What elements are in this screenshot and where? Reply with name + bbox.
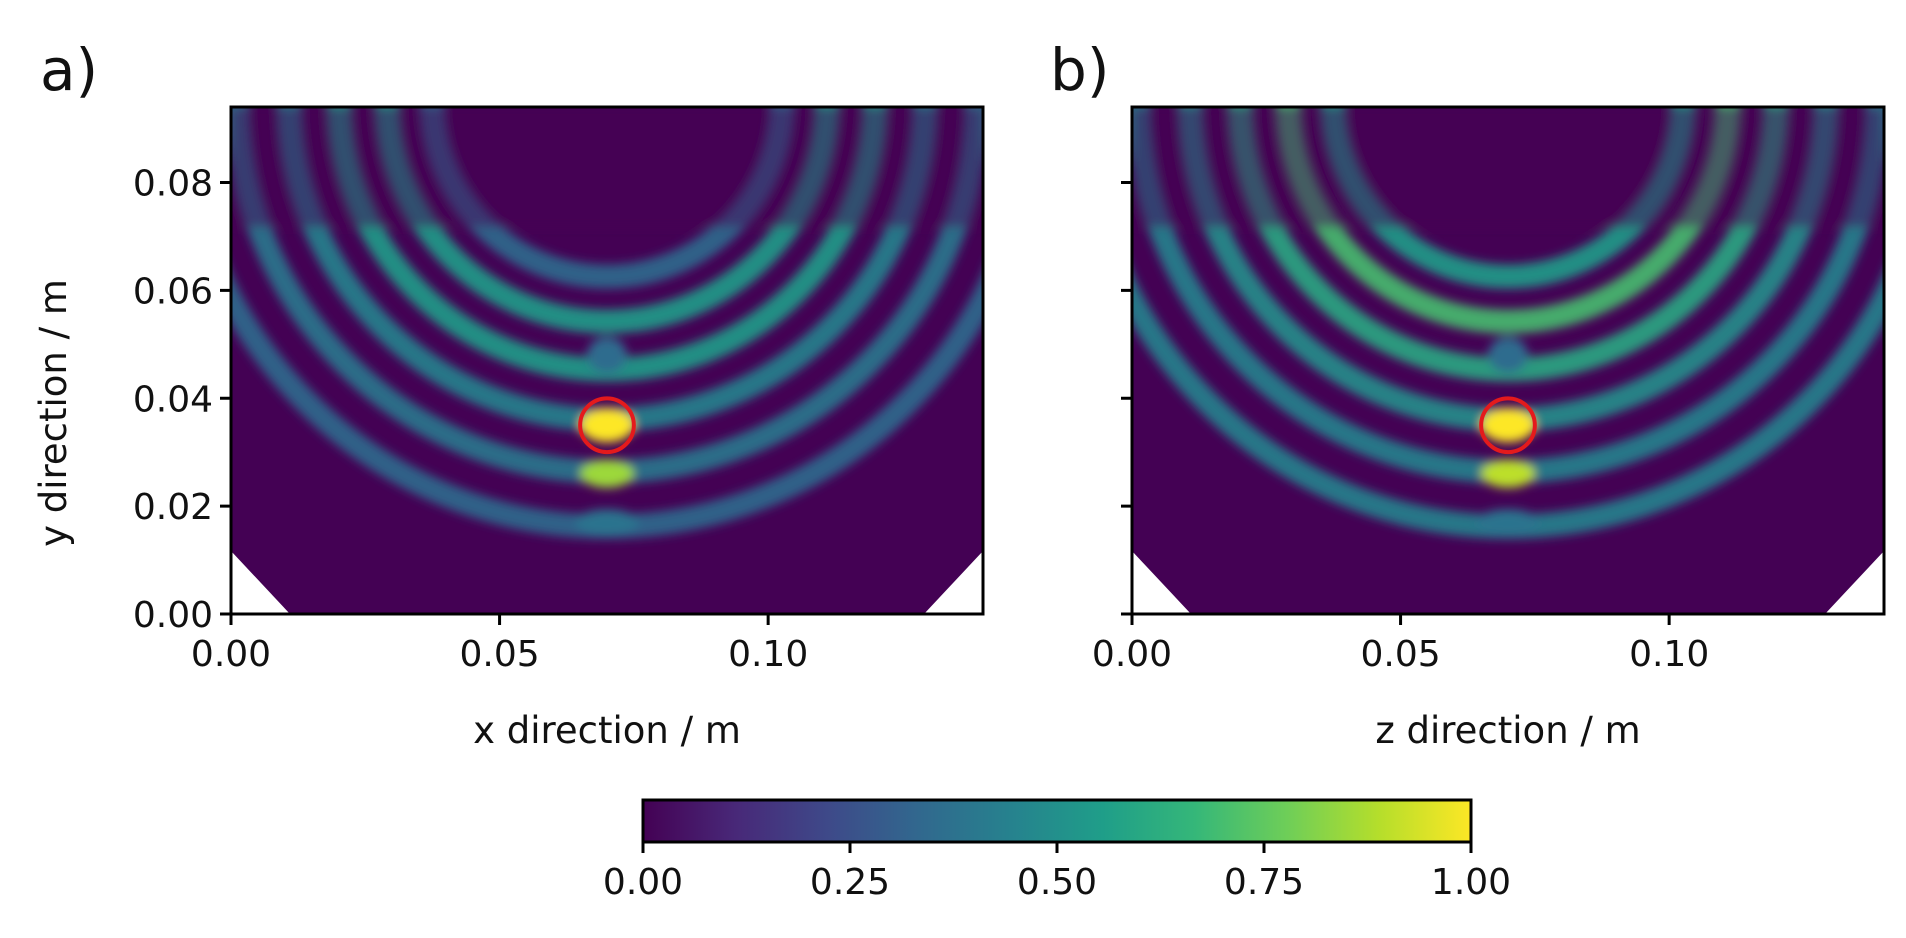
x-axis-ticks: 0.00 0.05 0.10: [1092, 614, 1709, 675]
x-axis-label: z direction / m: [1375, 709, 1640, 752]
panel-label-b: b): [1050, 36, 1109, 104]
target-circle: [1479, 396, 1537, 455]
uncovered-corner-right: [1825, 551, 1884, 614]
colorbar-tick-label: 0.00: [603, 862, 683, 903]
x-axis-ticks: 0.00 0.05 0.10: [191, 614, 808, 675]
x-tick-label: 0.05: [1360, 634, 1440, 675]
colorbar-tick-label: 0.75: [1224, 862, 1304, 903]
y-tick-label: 0.06: [133, 271, 213, 312]
y-tick-label: 0.02: [133, 487, 213, 528]
y-axis-ticks: [1121, 181, 1132, 616]
uncovered-corner-left: [231, 551, 290, 614]
main-lobe: [1481, 459, 1535, 488]
plot-frame: [229, 105, 985, 616]
y-tick-label: 0.00: [133, 595, 213, 636]
main-lobe: [580, 408, 634, 443]
colorbar-tick-label: 1.00: [1431, 862, 1511, 903]
main-lobe: [1476, 509, 1540, 536]
uncovered-corner-right: [924, 551, 983, 614]
side-lobe-arc: [375, 107, 839, 334]
x-tick-label: 0.05: [459, 634, 539, 675]
target-circle: [578, 396, 636, 455]
side-lobe-arc: [420, 107, 794, 289]
y-tick-label: 0.08: [133, 164, 213, 205]
heatmap-field: [231, 107, 983, 539]
colorbar-ticks: 0.00 0.25 0.50 0.75 1.00: [603, 842, 1511, 903]
x-tick-label: 0.10: [728, 634, 808, 675]
main-lobe: [1488, 337, 1528, 374]
fade-overlay: [1132, 107, 1884, 227]
x-axis-label: x direction / m: [473, 709, 741, 752]
plot-frame: [1130, 105, 1886, 616]
heatmap-panel-b: 0.00 0.05 0.10 z direction / m: [1092, 105, 1886, 752]
y-tick-label: 0.04: [133, 379, 213, 420]
fade-overlay: [231, 107, 983, 227]
heatmap-panel-a: 0.00 0.05 0.10 0.00 0.02 0.04 0.06 0.08 x dire…: [32, 105, 985, 752]
side-lobe-arc: [1321, 107, 1695, 289]
colorbar: 0.00 0.25 0.50 0.75 1.00: [603, 798, 1511, 903]
x-tick-label: 0.00: [191, 634, 271, 675]
x-tick-label: 0.10: [1629, 634, 1709, 675]
y-axis-ticks: 0.00 0.02 0.04 0.06 0.08: [133, 164, 231, 636]
side-lobe-arc: [1276, 107, 1740, 334]
colorbar-gradient: [643, 800, 1471, 842]
panel-label-a: a): [40, 36, 98, 104]
heatmap-field: [1132, 107, 1884, 539]
main-lobe: [575, 509, 639, 536]
y-axis-label: y direction / m: [32, 279, 75, 547]
colorbar-tick-label: 0.25: [810, 862, 890, 903]
colorbar-tick-label: 0.50: [1017, 862, 1097, 903]
main-lobe: [580, 459, 634, 488]
uncovered-corner-left: [1132, 551, 1191, 614]
main-lobe: [587, 337, 627, 374]
main-lobe: [1481, 408, 1535, 443]
x-tick-label: 0.00: [1092, 634, 1172, 675]
